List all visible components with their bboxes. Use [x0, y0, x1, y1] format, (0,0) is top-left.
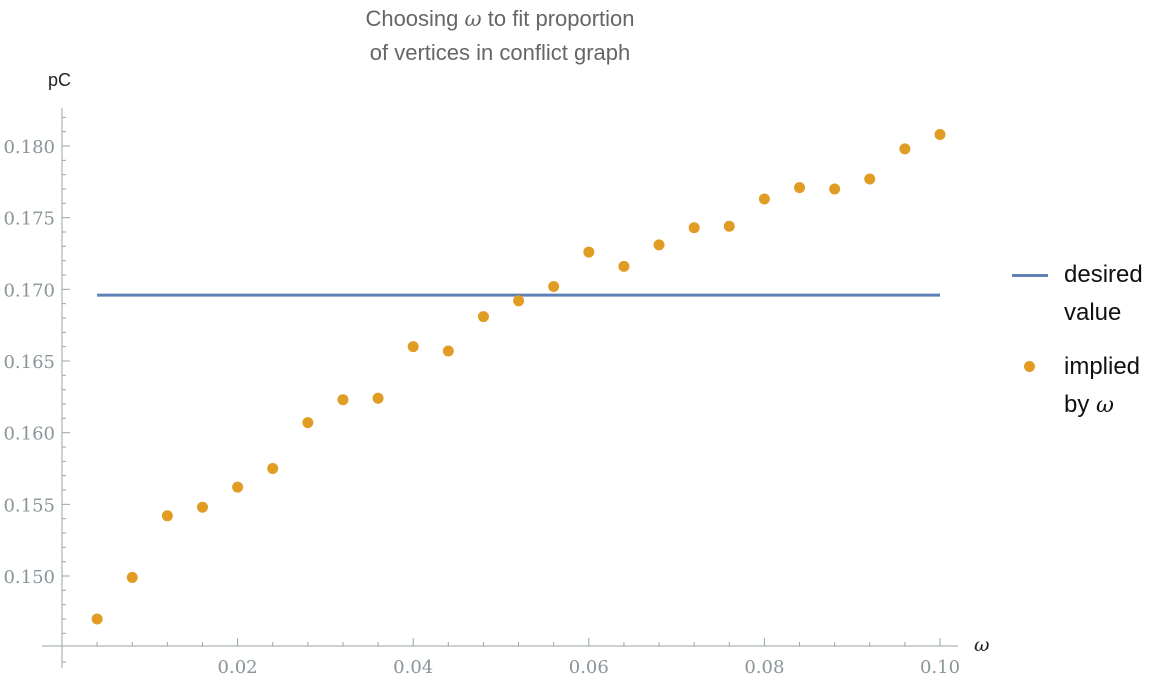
data-point — [302, 417, 314, 429]
data-point — [723, 220, 735, 232]
x-tick-label: 0.04 — [393, 657, 433, 678]
data-point — [267, 463, 279, 474]
data-point — [126, 571, 138, 583]
legend-swatch-line — [1012, 274, 1048, 277]
y-tick-label: 0.180 — [3, 137, 55, 158]
chart-title-line-1: Choosing ω to fit proportion — [250, 6, 750, 32]
legend-label-implied-by: by — [1064, 391, 1090, 418]
data-point — [829, 183, 841, 195]
x-tick-label: 0.08 — [744, 657, 784, 678]
data-point — [442, 345, 454, 357]
data-point — [653, 239, 665, 251]
data-point — [864, 173, 876, 185]
x-axis-label: ω — [974, 634, 990, 656]
y-tick-label: 0.155 — [3, 495, 55, 516]
data-point — [618, 260, 630, 272]
data-point — [477, 311, 489, 323]
data-point — [548, 280, 560, 292]
chart-title-line-2: of vertices in conflict graph — [369, 40, 631, 65]
data-point — [372, 392, 384, 404]
legend-label-implied-line2: by ω — [1064, 386, 1140, 425]
y-axis-label: pC — [48, 70, 72, 90]
chart-title-prefix: Choosing — [365, 6, 459, 31]
x-tick-label: 0.06 — [569, 657, 609, 678]
legend-label-desired-value-line2: value — [1064, 299, 1122, 326]
data-point — [337, 394, 349, 406]
data-point — [513, 295, 525, 307]
legend-label-desired-value-line1: desired — [1064, 261, 1143, 288]
y-tick-label: 0.165 — [3, 352, 55, 373]
x-tick-label: 0.10 — [920, 657, 960, 678]
data-point — [899, 143, 911, 155]
data-point — [758, 193, 770, 205]
chart-title-suffix: to fit proportion — [487, 6, 635, 31]
y-tick-label: 0.160 — [3, 424, 55, 445]
data-point — [232, 481, 244, 493]
data-point — [161, 510, 173, 522]
y-tick-label: 0.170 — [3, 280, 55, 301]
data-point — [196, 501, 208, 513]
y-tick-label: 0.150 — [3, 567, 55, 588]
chart-title-symbol: ω — [464, 7, 482, 31]
data-point — [688, 222, 700, 234]
legend-label-implied-symbol: ω — [1096, 393, 1114, 418]
x-tick-label: 0.02 — [218, 657, 258, 678]
data-point — [583, 246, 595, 258]
data-point — [934, 129, 946, 141]
legend-label-implied-line1: implied — [1064, 353, 1141, 380]
data-point — [91, 613, 103, 625]
data-point — [794, 182, 806, 194]
legend-swatch-dot — [1024, 361, 1035, 372]
y-tick-label: 0.175 — [3, 209, 55, 230]
data-point — [407, 341, 419, 353]
legend-label-implied-by-omega: implied by ω — [1064, 348, 1140, 425]
legend-label-desired-value: desired value — [1064, 256, 1143, 332]
